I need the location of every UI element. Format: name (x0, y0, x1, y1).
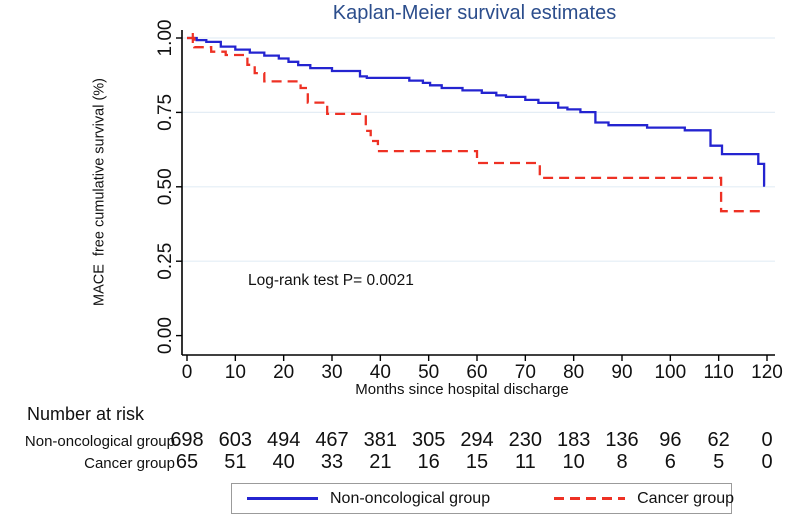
x-tick-label: 40 (370, 362, 391, 383)
risk-value: 698 (170, 429, 204, 451)
risk-value: 136 (605, 429, 639, 451)
risk-value: 0 (761, 429, 773, 451)
legend-label-non-oncological: Non-oncological group (330, 489, 491, 507)
y-tick-label: 0.25 (155, 243, 176, 280)
risk-value: 494 (266, 429, 301, 451)
x-tick-label: 90 (611, 362, 632, 383)
risk-value: 5 (713, 451, 725, 473)
survival-curve-cancer (187, 36, 766, 213)
solid-line-sample-icon (247, 497, 318, 500)
risk-row-label-non-oncological: Non-oncological group (24, 433, 175, 450)
x-tick-label: 0 (182, 362, 193, 383)
risk-value: 305 (411, 429, 446, 451)
x-tick-label: 70 (515, 362, 536, 383)
x-tick-label: 80 (563, 362, 584, 383)
survival-curve-non-oncological (187, 36, 766, 187)
risk-value: 8 (616, 451, 628, 473)
x-tick-label: 60 (466, 362, 487, 383)
x-tick-label: 110 (704, 362, 734, 383)
x-axis-title: Months since hospital discharge (355, 381, 569, 398)
risk-value: 62 (707, 429, 730, 451)
survival-plot: 1.00 0.75 0.50 0.25 0.00 0 10 20 30 40 50 60 70 80 90 1… (155, 20, 783, 383)
risk-value: 33 (320, 451, 344, 473)
risk-value: 15 (465, 451, 489, 473)
y-tick-label: 0.00 (155, 317, 176, 354)
risk-value: 65 (175, 451, 199, 473)
dashed-line-sample-icon (554, 497, 626, 500)
x-tick-label: 30 (321, 362, 342, 383)
legend-item-non-oncological: Non-oncological group (247, 490, 490, 508)
risk-value: 16 (417, 451, 440, 473)
risk-row-label-cancer: Cancer group (84, 455, 175, 472)
legend-label-cancer: Cancer group (637, 489, 735, 507)
chart-title: Kaplan-Meier survival estimates (332, 2, 617, 24)
x-tick-label: 100 (654, 362, 686, 383)
risk-value: 6 (664, 451, 676, 473)
risk-value: 230 (508, 429, 543, 451)
risk-value: 467 (315, 429, 349, 451)
y-tick-label: 1.00 (155, 20, 176, 57)
y-tick-label: 0.50 (155, 168, 176, 205)
y-tick-label: 0.75 (155, 94, 176, 131)
risk-value: 96 (659, 429, 682, 451)
risk-value: 11 (514, 451, 536, 473)
risk-value: 21 (369, 451, 392, 473)
x-tick-label: 20 (273, 362, 294, 383)
x-tick-label: 50 (418, 362, 439, 383)
legend-item-cancer: Cancer group (554, 490, 734, 508)
legend: Non-oncological group Cancer group (231, 483, 734, 514)
risk-value: 40 (272, 451, 295, 473)
risk-value: 183 (556, 429, 591, 451)
risk-value: 0 (761, 451, 773, 473)
risk-value: 381 (363, 429, 398, 451)
risk-value: 51 (224, 451, 247, 473)
risk-value: 294 (460, 429, 494, 451)
risk-table-header: Number at risk (27, 404, 145, 424)
x-tick-label: 120 (751, 362, 783, 383)
x-tick-label: 10 (225, 362, 246, 383)
risk-value: 10 (562, 451, 585, 473)
logrank-annotation: Log-rank test P= 0.0021 (248, 272, 414, 289)
risk-value: 603 (218, 429, 253, 451)
